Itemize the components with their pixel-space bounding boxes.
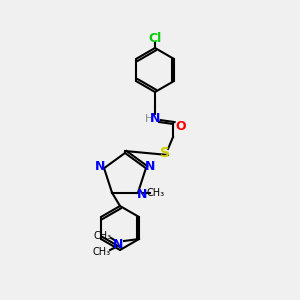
Text: CH₃: CH₃ [93,247,111,257]
Text: N: N [150,112,160,125]
Text: N: N [95,160,105,173]
Text: S: S [160,146,170,160]
Text: CH₃: CH₃ [94,231,112,241]
Text: N: N [137,188,147,201]
Text: N: N [145,160,155,173]
Text: CH₃: CH₃ [147,188,165,198]
Text: N: N [113,238,123,250]
Text: O: O [176,121,186,134]
Text: Cl: Cl [148,32,162,44]
Text: H: H [145,114,153,124]
